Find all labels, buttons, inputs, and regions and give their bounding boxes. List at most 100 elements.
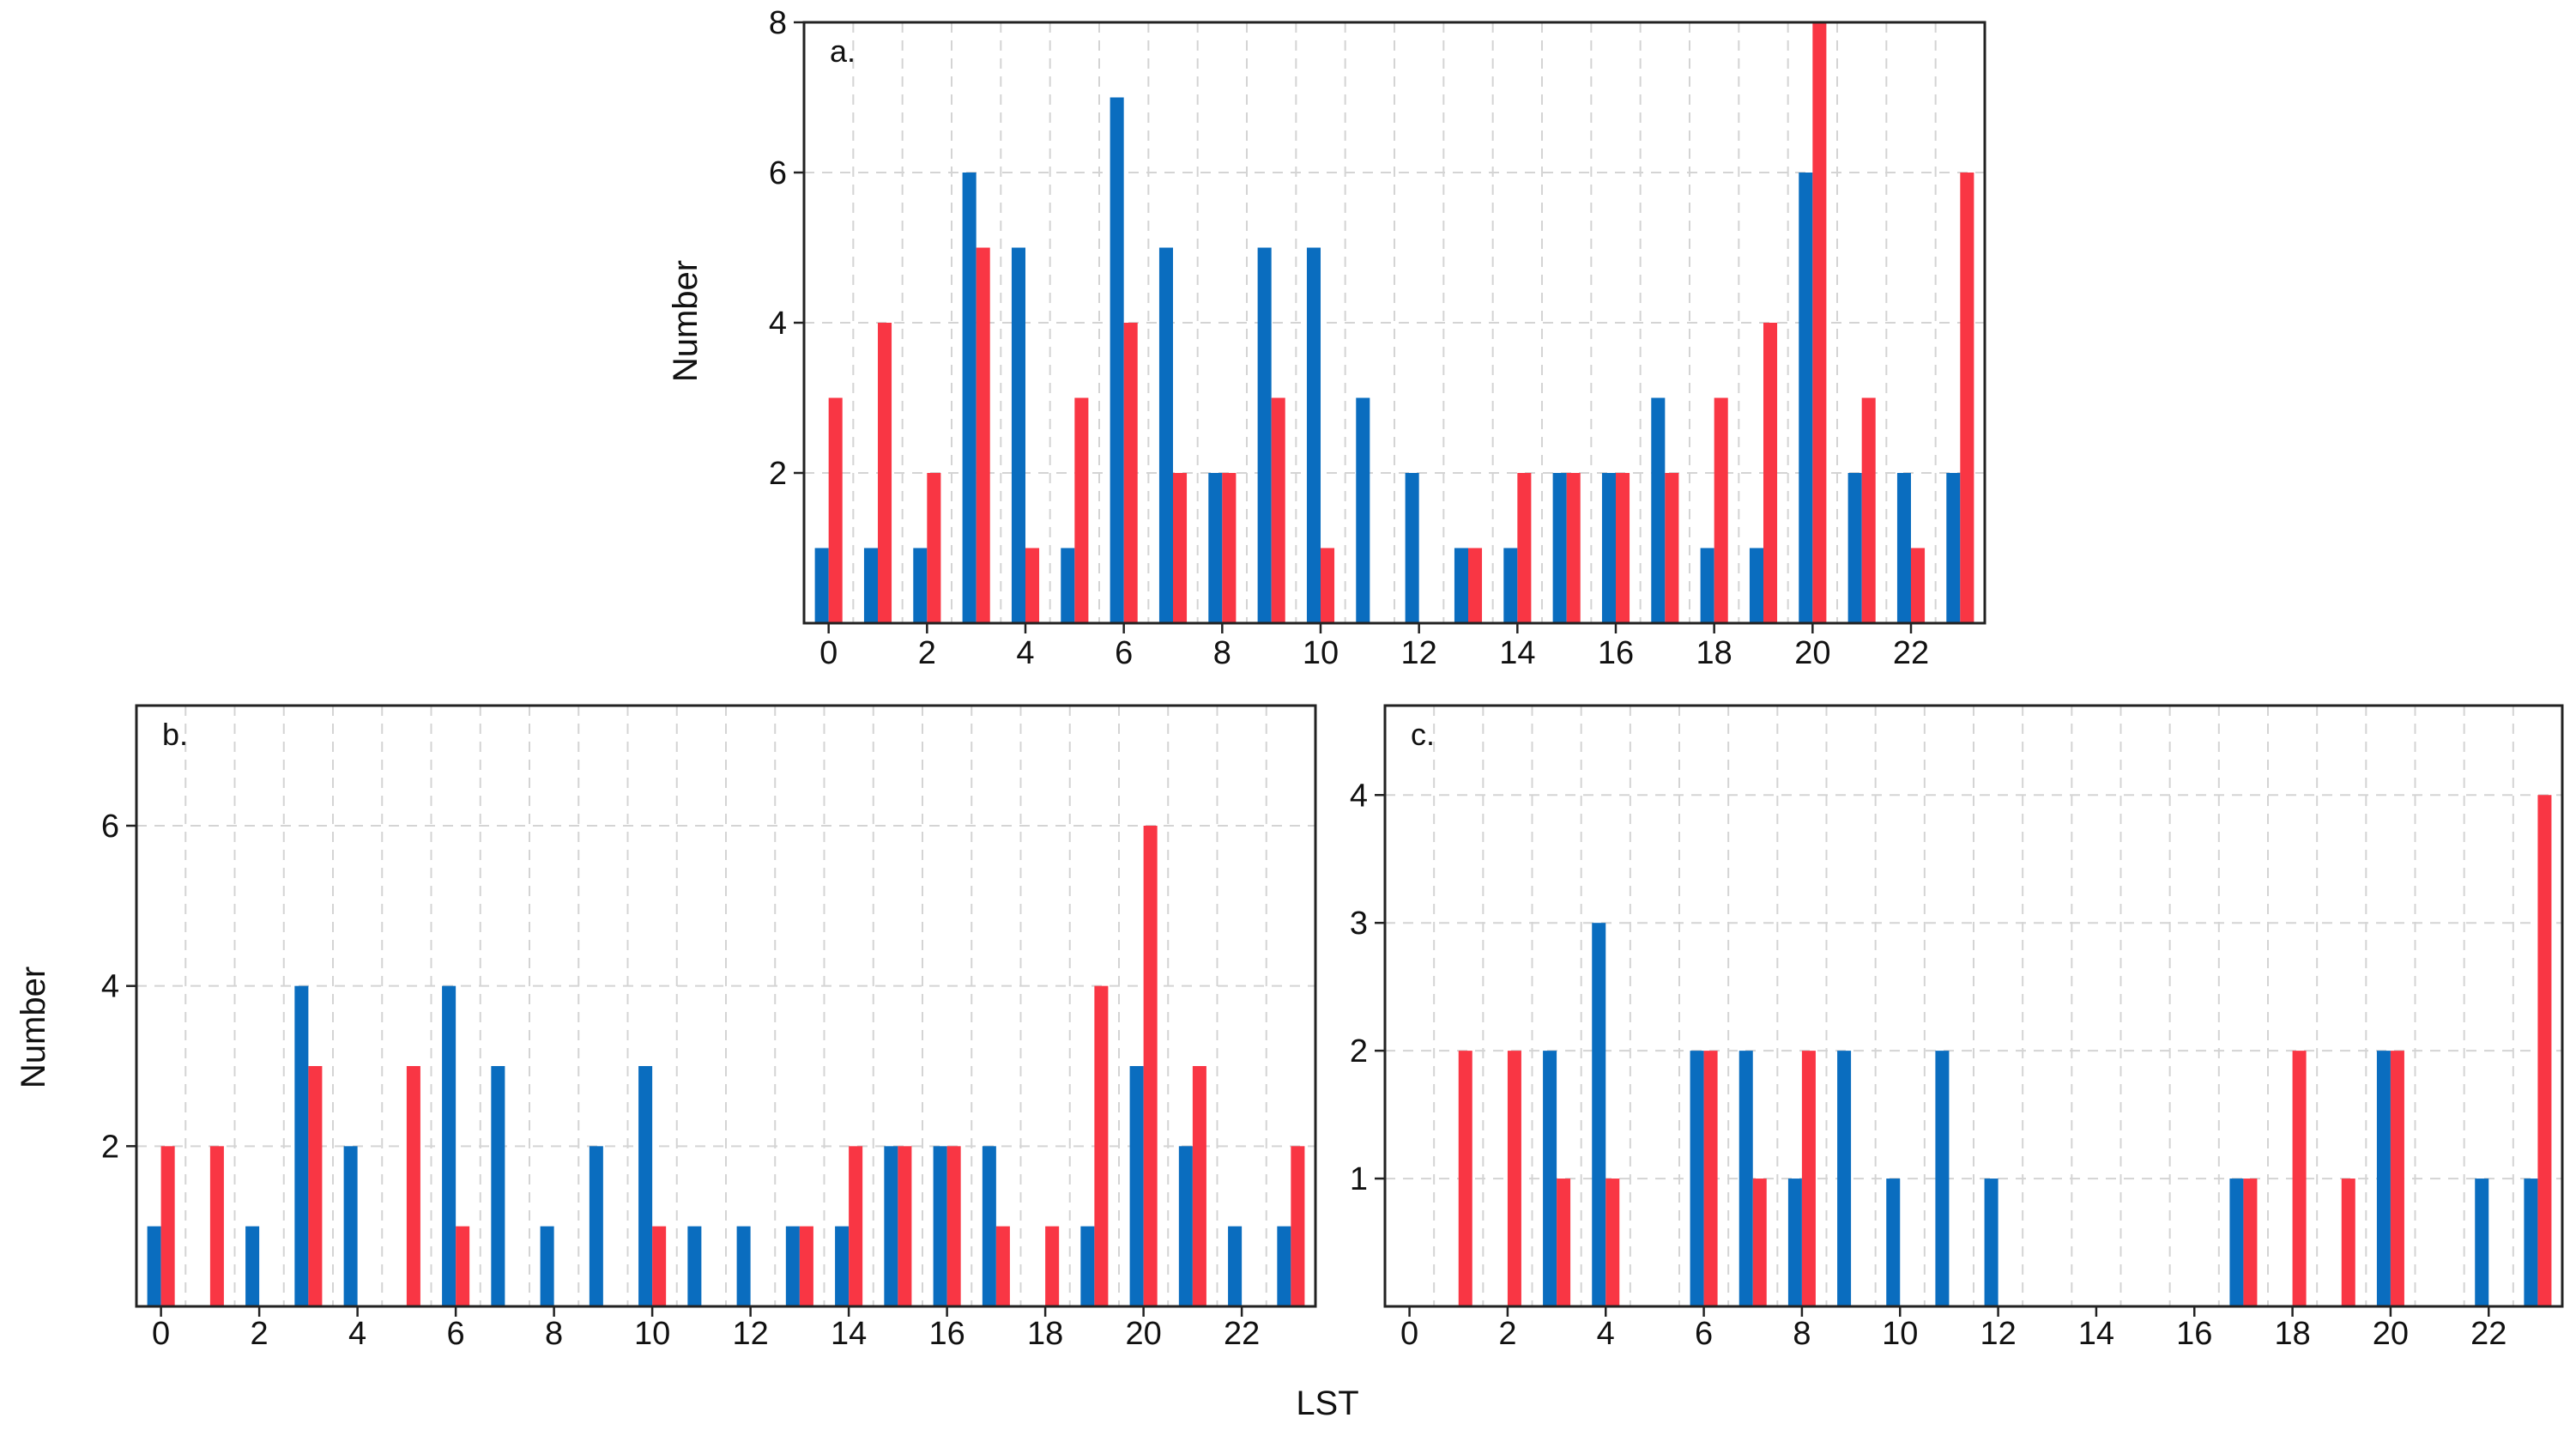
bar-blue: [1277, 1226, 1291, 1306]
x-tick-label: 6: [1695, 1316, 1713, 1352]
x-tick-label: 8: [1213, 635, 1231, 671]
bar-red: [209, 1146, 224, 1306]
bar-blue: [1799, 173, 1813, 623]
bar-red: [1045, 1226, 1060, 1306]
plot-frame: [1383, 704, 2564, 1308]
bar-red: [1222, 473, 1237, 623]
bar-blue: [835, 1226, 850, 1306]
bar-blue: [1601, 473, 1616, 623]
x-tick-label: 8: [545, 1316, 563, 1352]
bar-blue: [1700, 548, 1714, 623]
x-tick-label: 14: [1499, 635, 1535, 671]
y-tick-label: 1: [1350, 1161, 1368, 1197]
bar-blue: [962, 173, 977, 623]
y-axis-title: Number: [15, 966, 52, 1088]
bar-blue: [1749, 548, 1763, 623]
bar-blue: [687, 1226, 702, 1306]
x-tick-label: 20: [1125, 1316, 1161, 1352]
panel-label: a.: [830, 33, 856, 69]
bar-blue: [785, 1226, 800, 1306]
bar-red: [1291, 1146, 1305, 1306]
bar-red: [1192, 1066, 1206, 1306]
y-tick-label: 8: [769, 5, 787, 41]
x-tick-label: 2: [1498, 1316, 1516, 1352]
x-tick-label: 22: [1893, 635, 1929, 671]
bar-blue: [1178, 1146, 1193, 1306]
bar-blue: [1208, 473, 1223, 623]
bar-blue: [1984, 1178, 1999, 1306]
x-tick-label: 16: [1598, 635, 1634, 671]
bar-blue: [1129, 1066, 1144, 1306]
bar-blue: [1306, 247, 1321, 623]
panel-label: c.: [1411, 717, 1435, 752]
bar-red: [1321, 548, 1335, 623]
bar-blue: [638, 1066, 653, 1306]
bar-blue: [589, 1146, 603, 1306]
bar-blue: [147, 1226, 161, 1306]
bar-blue: [1405, 473, 1419, 623]
bar-red: [1861, 397, 1876, 623]
bar-blue: [736, 1226, 751, 1306]
bar-red: [406, 1066, 420, 1306]
y-tick-label: 2: [769, 456, 787, 492]
y-tick-label: 4: [1350, 778, 1368, 814]
y-tick-label: 4: [101, 969, 119, 1005]
bar-blue: [2524, 1178, 2538, 1306]
bar-blue: [1228, 1226, 1243, 1306]
x-tick-label: 4: [348, 1316, 366, 1352]
x-tick-label: 22: [1224, 1316, 1260, 1352]
bar-blue: [1690, 1051, 1704, 1306]
bar-blue: [1787, 1178, 1802, 1306]
bar-red: [976, 247, 990, 623]
x-tick-label: 20: [1794, 635, 1830, 671]
x-tick-label: 4: [1597, 1316, 1615, 1352]
bar-red: [652, 1226, 667, 1306]
bar-blue: [1158, 247, 1173, 623]
x-tick-label: 10: [634, 1316, 670, 1352]
x-tick-label: 6: [447, 1316, 465, 1352]
bar-blue: [1896, 473, 1911, 623]
bar-blue: [1503, 548, 1518, 623]
x-tick-label: 14: [831, 1316, 867, 1352]
bar-red: [1812, 22, 1827, 623]
bar-blue: [1257, 247, 1272, 623]
x-tick-label: 2: [251, 1316, 269, 1352]
x-tick-label: 20: [2373, 1316, 2409, 1352]
bar-red: [308, 1066, 323, 1306]
bar-blue: [814, 548, 829, 623]
bar-blue: [1738, 1051, 1753, 1306]
bar-red: [1557, 1178, 1571, 1306]
bar-red: [995, 1226, 1010, 1306]
x-tick-label: 10: [1303, 635, 1339, 671]
bar-red: [1517, 473, 1532, 623]
x-tick-label: 2: [918, 635, 936, 671]
bar-red: [1703, 1051, 1718, 1306]
x-tick-label: 0: [152, 1316, 170, 1352]
bar-blue: [1946, 473, 1961, 623]
x-tick-label: 10: [1882, 1316, 1918, 1352]
bar-blue: [1543, 1051, 1557, 1306]
bar-red: [2292, 1051, 2307, 1306]
x-tick-label: 18: [2274, 1316, 2310, 1352]
x-tick-label: 16: [928, 1316, 964, 1352]
x-tick-label: 0: [1400, 1316, 1418, 1352]
bar-red: [1468, 548, 1483, 623]
bar-red: [1074, 397, 1089, 623]
bar-red: [1566, 473, 1581, 623]
bar-red: [2243, 1178, 2258, 1306]
bar-red: [1960, 173, 1974, 623]
bar-blue: [1454, 548, 1468, 623]
bar-blue: [2475, 1178, 2489, 1306]
bar-blue: [1651, 397, 1666, 623]
bar-red: [898, 1146, 912, 1306]
bar-blue: [2229, 1178, 2244, 1306]
bar-red: [456, 1226, 470, 1306]
x-tick-label: 12: [732, 1316, 768, 1352]
y-axis-title: Number: [667, 260, 704, 382]
bar-red: [1173, 473, 1188, 623]
bar-red: [2341, 1178, 2355, 1306]
y-tick-label: 3: [1350, 906, 1368, 942]
